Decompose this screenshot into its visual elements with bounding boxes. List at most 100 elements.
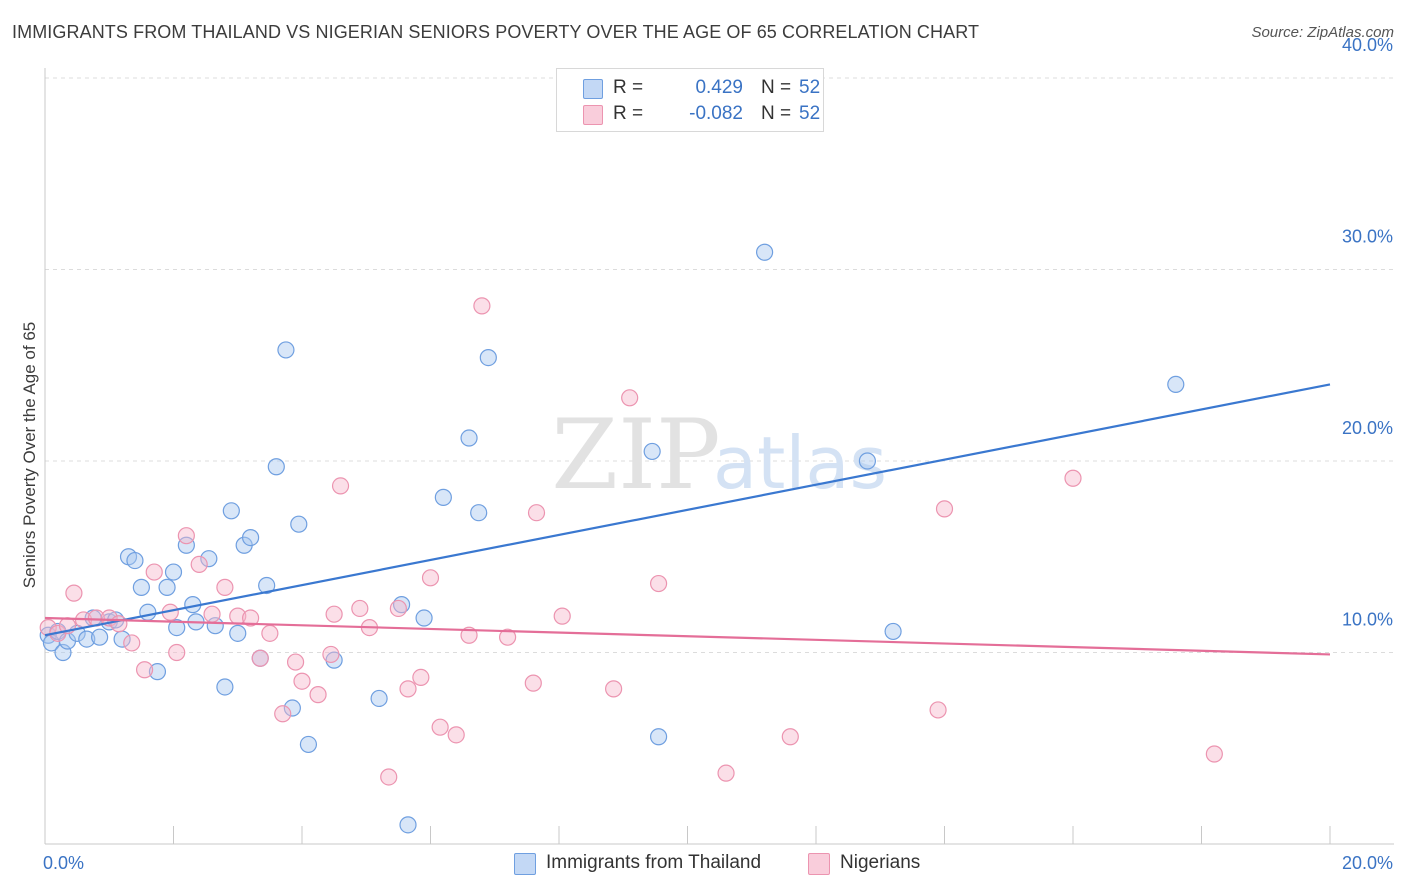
thailand-point (158, 578, 176, 596)
thailand-point (242, 528, 260, 547)
nigerian-point (935, 500, 954, 518)
thailand-point (299, 735, 318, 754)
nigerian-point (447, 726, 465, 744)
thailand-point (643, 442, 661, 461)
nigerian-point (177, 527, 195, 545)
chart-title: IMMIGRANTS FROM THAILAND VS NIGERIAN SEN… (12, 22, 980, 42)
tick-labels: 10.0% 20.0% 30.0% 40.0% 0.0% 20.0% (43, 35, 1393, 873)
x-tick-label: 20.0% (1342, 853, 1393, 873)
source-credit: Source: ZipAtlas.com (1251, 24, 1394, 41)
nigerian-point (190, 555, 208, 574)
trend-lines (44, 383, 1331, 656)
nigerian-point (65, 584, 83, 602)
legend-n-value: 52 (799, 77, 821, 98)
grid-lines (45, 77, 1394, 653)
watermark-atlas: atlas (713, 421, 887, 505)
nigerian-point (325, 605, 343, 623)
legend-n-label: N = (761, 77, 792, 98)
nigerian-point (717, 764, 735, 782)
x-tick-label: 0.0% (43, 853, 84, 873)
thailand-point (370, 689, 388, 708)
nigerian-point (781, 728, 799, 746)
nigerian-point (499, 628, 517, 646)
thailand-point (479, 348, 497, 367)
nigerian-point (421, 569, 440, 587)
nigerian-point (1205, 745, 1223, 763)
nigerian-point (261, 624, 279, 642)
thailand-point (78, 630, 96, 648)
nigerian-point (309, 686, 327, 704)
series-swatch-blue (514, 853, 536, 875)
thailand-point (139, 603, 157, 621)
thailand-point (91, 628, 109, 646)
thailand-point (216, 678, 234, 696)
series-swatch-pink (808, 853, 830, 875)
nigerian-point (216, 578, 234, 596)
nigerian-point (145, 563, 163, 581)
nigerian-point (524, 674, 542, 692)
nigerian-point (527, 504, 546, 522)
legend-swatch-pink (583, 105, 603, 125)
nigerian-point (431, 718, 449, 736)
legend-swatch-blue (583, 79, 603, 99)
y-tick-label: 10.0% (1342, 610, 1393, 630)
nigerian-point (621, 389, 639, 407)
nigerian-point (649, 574, 668, 593)
nigerian-point (399, 680, 417, 698)
legend-r-value: -0.082 (689, 103, 743, 124)
nigerian-point (274, 705, 292, 723)
thailand-point (267, 458, 285, 476)
y-tick-label: 20.0% (1342, 418, 1393, 438)
legend-r-label: R = (613, 103, 644, 124)
thailand-point (164, 563, 183, 581)
nigerian-point (251, 649, 269, 667)
thailand-point (148, 663, 167, 681)
series-label: Nigerians (840, 852, 921, 873)
thailand-point (132, 578, 150, 596)
nigerian-point (135, 661, 154, 679)
thailand-point (434, 488, 452, 506)
nigerian-point (293, 672, 311, 690)
thailand-point (222, 502, 240, 520)
thailand-trend-line (44, 383, 1331, 637)
nigerian-point (460, 626, 478, 644)
y-tick-label: 40.0% (1342, 35, 1393, 55)
data-points (39, 243, 1223, 834)
thailand-point (858, 452, 877, 470)
nigerian-point (331, 477, 350, 495)
nigerian-trend-line (44, 616, 1331, 656)
watermark-zip: ZIP (551, 399, 720, 511)
thailand-point (649, 728, 668, 746)
nigerian-point (412, 668, 430, 686)
thailand-point (290, 515, 308, 533)
thailand-point (399, 816, 417, 834)
nigerian-point (203, 605, 221, 623)
thailand-point (415, 609, 433, 627)
thailand-point (258, 576, 276, 595)
thailand-point (168, 619, 186, 637)
thailand-point (755, 243, 774, 261)
nigerian-point (389, 599, 407, 618)
legend-n-label: N = (761, 103, 792, 124)
thailand-point (277, 341, 295, 359)
nigerian-point (286, 653, 305, 671)
thailand-point (283, 699, 301, 717)
thailand-point (884, 622, 902, 641)
correlation-legend: R = 0.429 N = 52 R = -0.082 N = 52 (556, 68, 824, 132)
thailand-point (460, 429, 478, 447)
legend-r-label: R = (613, 77, 644, 98)
nigerian-point (123, 634, 141, 652)
thailand-point (1167, 375, 1185, 393)
nigerian-point (1064, 469, 1082, 487)
nigerian-point (553, 607, 571, 625)
nigerian-point (929, 701, 947, 719)
y-tick-label: 30.0% (1342, 227, 1393, 247)
watermark: ZIP atlas (551, 399, 887, 511)
nigerian-point (380, 768, 398, 786)
nigerian-point (110, 615, 128, 633)
thailand-point (200, 550, 218, 568)
thailand-point (470, 504, 488, 522)
series-label: Immigrants from Thailand (546, 852, 762, 873)
thailand-point (126, 551, 144, 570)
nigerian-point (322, 645, 340, 664)
